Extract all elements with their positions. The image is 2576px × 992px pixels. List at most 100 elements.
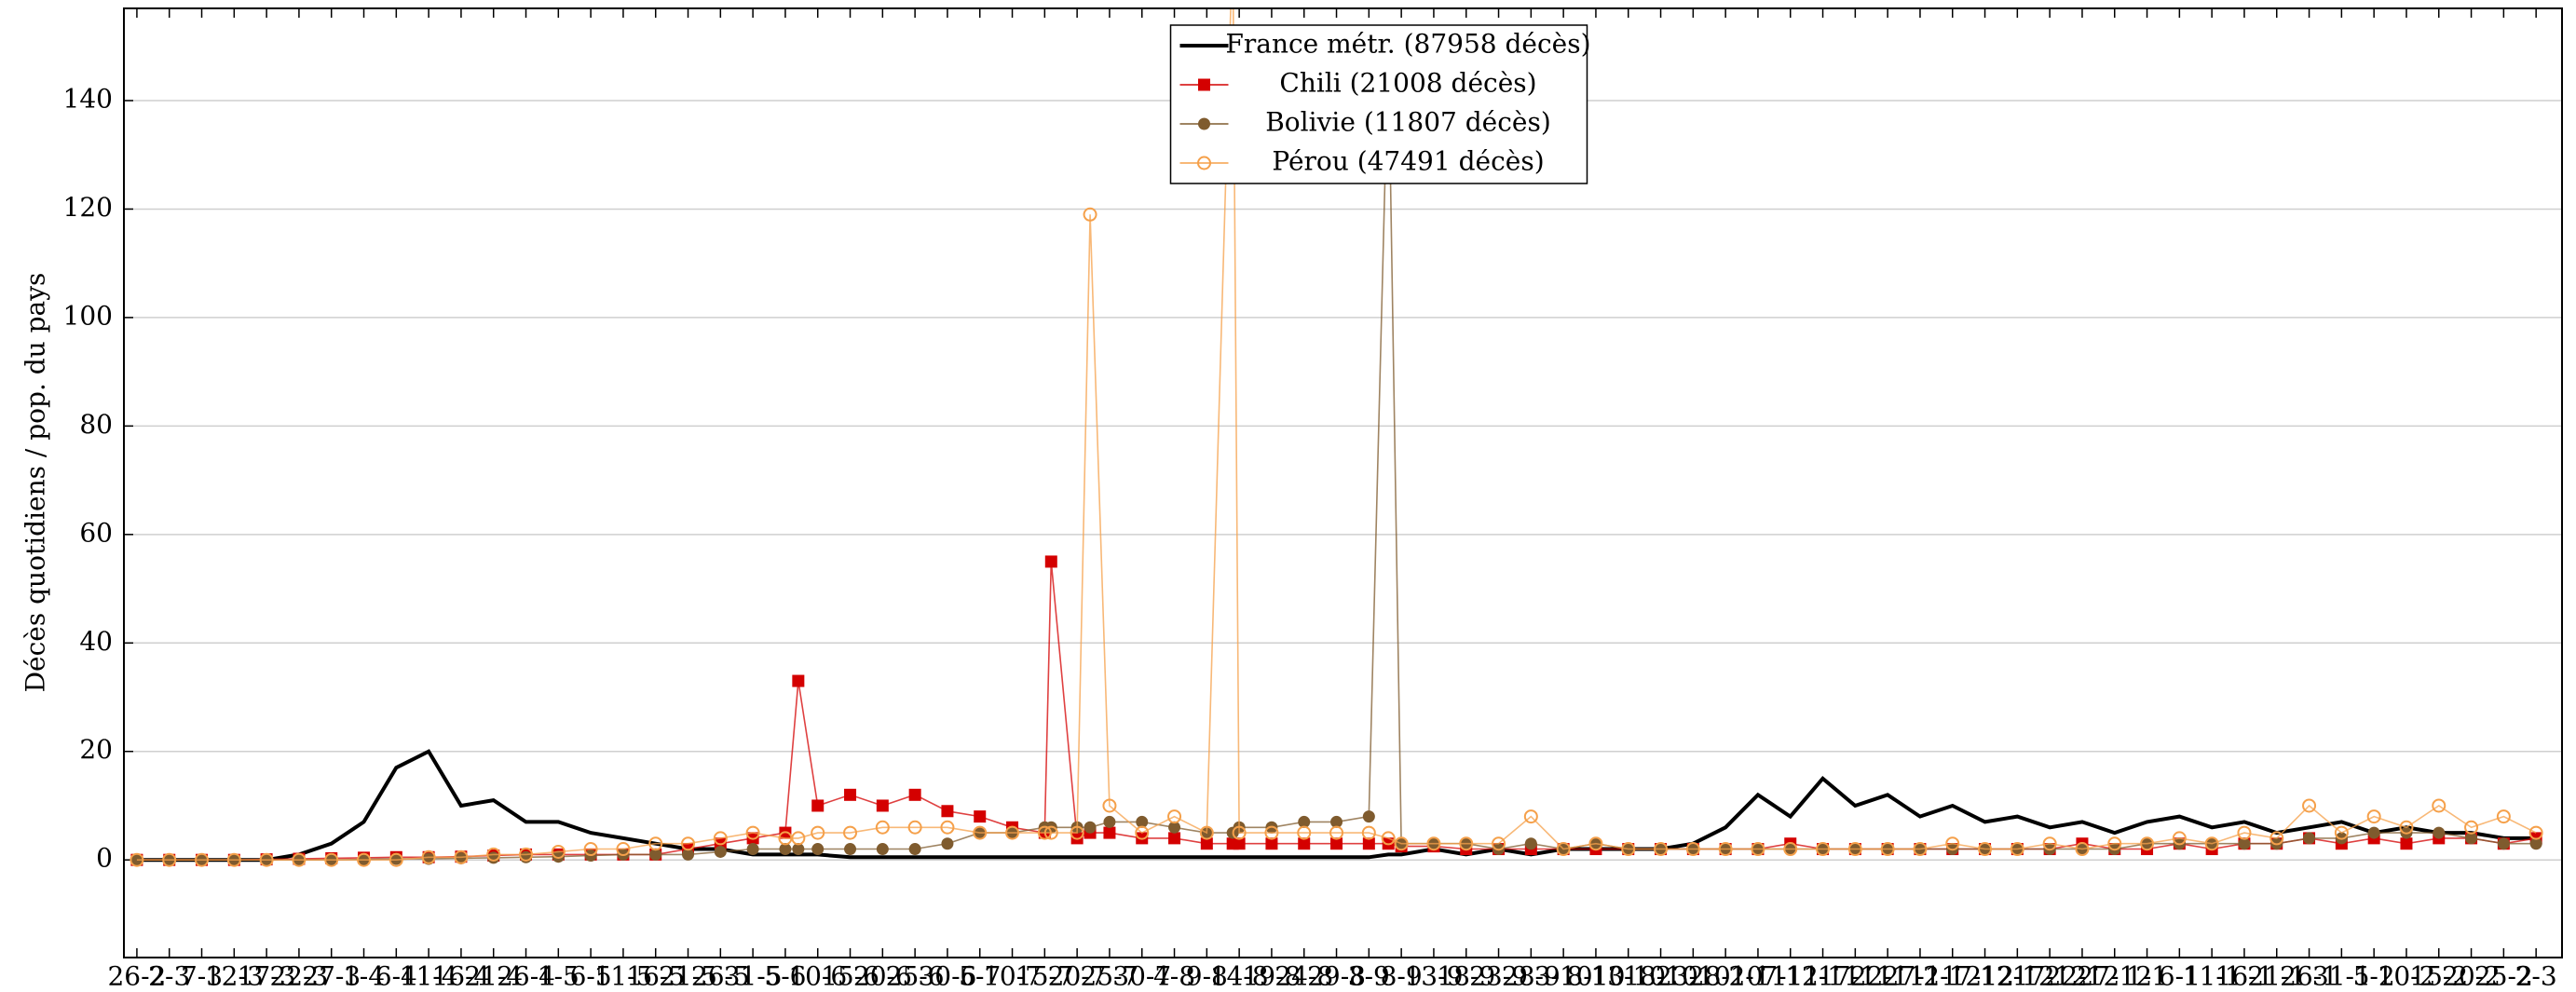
x-tick-label: 26-5 (691, 961, 750, 992)
y-tick-label: 60 (79, 517, 113, 548)
marker (2366, 809, 2381, 824)
legend-label: France métr. (87958 décès) (1225, 29, 1590, 60)
marker (2107, 836, 2122, 851)
marker (1847, 842, 1862, 857)
marker (1043, 825, 1058, 840)
marker (1167, 809, 1182, 824)
x-tick-label: 20-7 (1048, 961, 1107, 992)
marker (324, 852, 339, 867)
marker (616, 842, 631, 857)
marker (1200, 837, 1213, 850)
marker (162, 852, 177, 867)
marker (2497, 837, 2510, 850)
x-tick-label: 11-5 (593, 961, 652, 992)
x-tick-label: 6-4 (375, 961, 417, 992)
marker (1654, 842, 1669, 857)
marker (2237, 825, 2252, 840)
x-tick-label: 18-10 (1623, 961, 1698, 992)
marker (2204, 836, 2219, 851)
x-tick-label: 2-11 (1728, 961, 1787, 992)
x-tick-label: 1-4 (343, 961, 385, 992)
marker (357, 852, 372, 867)
x-tick-label: 26-4 (497, 961, 555, 992)
x-tick-label: 16-5 (626, 961, 685, 992)
marker (1233, 837, 1246, 850)
x-tick-label: 26-1 (2280, 961, 2338, 992)
marker (292, 852, 307, 867)
marker (1362, 837, 1375, 850)
x-tick-label: 10-2 (2378, 961, 2436, 992)
marker (1037, 825, 1052, 840)
marker (259, 852, 274, 867)
marker (1135, 825, 1150, 840)
x-tick-label: 27-3 (302, 961, 361, 992)
marker (1426, 836, 1441, 851)
x-tick-label: 18-9 (1437, 961, 1495, 992)
marker (1783, 842, 1798, 857)
marker (1070, 825, 1084, 840)
x-tick-label: 16-1 (2215, 961, 2274, 992)
marker (455, 851, 468, 864)
marker (2496, 809, 2511, 824)
marker (1264, 825, 1279, 840)
marker (941, 805, 954, 818)
x-tick-label: 22-12 (2045, 961, 2120, 992)
x-tick-label: 11-1 (2183, 961, 2242, 992)
x-tick-label: 10-6 (788, 961, 847, 992)
marker (1330, 815, 1343, 828)
marker (421, 849, 436, 864)
marker (1298, 815, 1311, 828)
x-tick-label: 10-7 (983, 961, 1042, 992)
marker (875, 820, 890, 835)
marker (2334, 825, 2349, 840)
x-tick-label: 15-7 (1015, 961, 1074, 992)
x-tick-label: 12-12 (1980, 961, 2055, 992)
marker (779, 843, 792, 856)
plot-area (129, 8, 2543, 867)
marker (1330, 837, 1343, 850)
marker (2172, 831, 2187, 846)
x-tick-label: 17-12 (2012, 961, 2088, 992)
x-tick-label: 5-6 (764, 961, 806, 992)
marker (2529, 837, 2542, 850)
x-tick-label: 25-6 (886, 961, 945, 992)
marker (1880, 842, 1895, 857)
x-tick-label: 11-4 (400, 961, 458, 992)
marker (1685, 842, 1700, 857)
marker (1005, 825, 1020, 840)
marker (1381, 831, 1396, 846)
x-tick-label: 25-2 (2474, 961, 2533, 992)
marker (844, 843, 857, 856)
marker (1136, 815, 1149, 828)
marker (2075, 842, 2090, 857)
marker (791, 831, 806, 846)
x-tick-label: 31-1 (2312, 961, 2371, 992)
x-tick-label: 1-1 (2126, 961, 2168, 992)
x-tick-label: 3-10 (1534, 961, 1593, 992)
x-tick-label: 22-3 (269, 961, 328, 992)
marker (2367, 826, 2380, 839)
marker (940, 820, 955, 835)
y-axis-label: Décès quotidiens / pop. du pays (20, 273, 51, 693)
marker (1199, 825, 1214, 840)
marker (1913, 842, 1928, 857)
marker (1394, 836, 1409, 851)
x-tick-label: 2-3 (2515, 961, 2557, 992)
x-tick-label: 21-1 (2247, 961, 2306, 992)
marker (907, 820, 922, 835)
x-tick-label: 23-10 (1656, 961, 1731, 992)
x-tick-label: 23-9 (1469, 961, 1528, 992)
y-tick-label: 100 (63, 300, 113, 331)
marker (1103, 826, 1116, 839)
marker (1588, 836, 1603, 851)
marker (2433, 826, 2446, 839)
marker (2465, 832, 2478, 845)
x-tick-label: 2-12 (1923, 961, 1982, 992)
marker (1265, 837, 1278, 850)
legend-marker (1197, 156, 1211, 170)
marker (811, 843, 825, 856)
x-tick-label: 17-3 (238, 961, 296, 992)
marker (1978, 842, 1993, 857)
x-tick-label: 13-9 (1404, 961, 1463, 992)
x-tick-label: 8-9 (1381, 961, 1423, 992)
